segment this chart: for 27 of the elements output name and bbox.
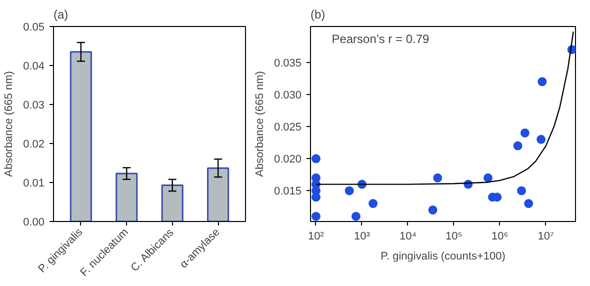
x-tick-label: 10⁴ [399,230,417,242]
y-tick-label: 0.015 [274,186,302,198]
y-tick-label: 0.020 [274,154,302,166]
y-tick-label: 0.00 [23,216,45,228]
y-tick-label: 0.05 [23,22,45,34]
x-tick-label: 10⁷ [538,230,554,242]
x-tick-label: 10² [308,230,324,242]
y-tick-label: 0.01 [23,178,45,190]
y-tick-label: 0.030 [274,89,302,102]
y-axis-title: Absorbance (665 nm) [3,71,16,177]
bar [116,172,138,222]
bar [161,184,184,222]
y-tick-label: 0.03 [23,100,45,112]
x-tick-label: 10⁵ [446,230,462,242]
bar [207,167,230,222]
y-axis-title: Absorbance (665 nm) [254,71,266,177]
x-tick-label: 10³ [354,230,370,242]
annotation: Pearson’s r = 0.79 [332,32,430,46]
x-axis-title: P. gingivalis (counts+100) [380,250,506,262]
y-tick-label: 0.04 [23,60,45,72]
chart-title: (b) [310,8,326,22]
y-tick-label: 0.025 [274,122,302,134]
y-tick-label: 0.02 [23,138,45,150]
chart-title: (a) [54,8,68,22]
y-tick-label: 0.035 [274,57,302,70]
x-tick-label: 10⁶ [492,230,508,242]
bar [70,51,92,222]
